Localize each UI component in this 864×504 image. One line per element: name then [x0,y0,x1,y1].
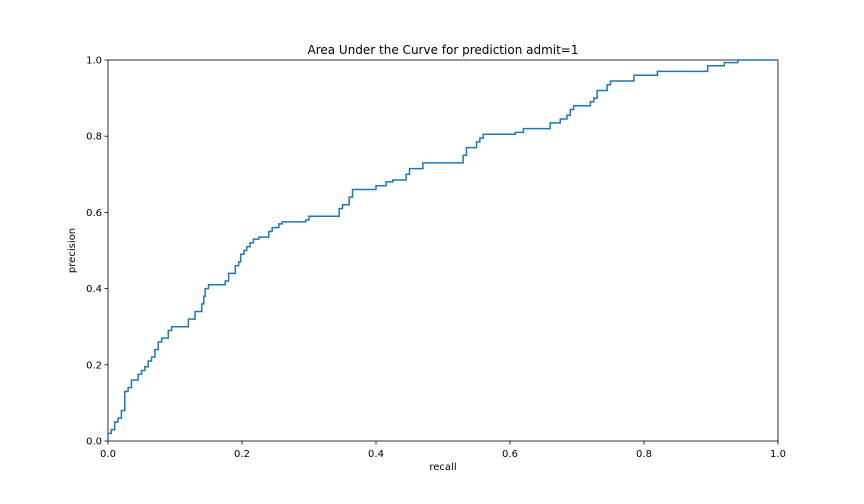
x-tick-label: 0.2 [234,449,250,460]
x-tick-label: 0.6 [502,449,518,460]
y-tick-label: 1.0 [86,56,102,67]
x-tick-label: 0.8 [636,449,652,460]
precision-recall-curve [107,59,778,441]
x-tick-label: 0.4 [368,449,384,460]
y-tick-label: 0.4 [86,284,102,295]
y-axis-ticks: 0.0 0.2 0.4 0.6 0.8 1.0 [86,56,108,448]
x-axis-ticks: 0.0 0.2 0.4 0.6 0.8 1.0 [100,441,786,460]
chart-title: Area Under the Curve for prediction admi… [307,43,578,57]
plot-area [107,59,779,442]
plot-border [107,59,779,442]
y-tick-label: 0.2 [86,360,102,371]
y-tick-label: 0.6 [86,208,102,219]
x-tick-label: 0.0 [100,449,116,460]
y-axis-label: precision [67,228,78,273]
y-tick-label: 0.8 [86,132,102,143]
x-axis-label: recall [429,462,456,473]
y-tick-label: 0.0 [86,437,102,448]
x-tick-label: 1.0 [770,449,786,460]
